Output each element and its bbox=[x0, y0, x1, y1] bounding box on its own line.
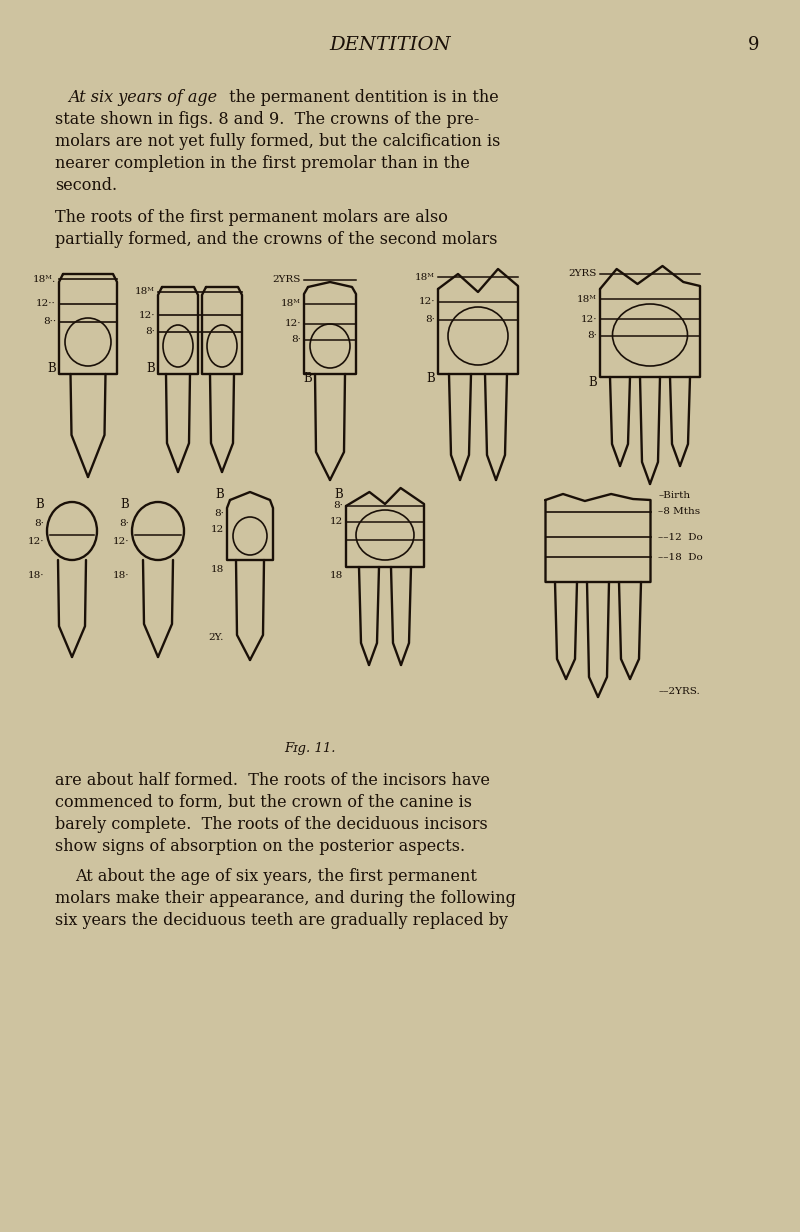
Text: B: B bbox=[215, 488, 224, 500]
Text: 18·: 18· bbox=[27, 570, 44, 579]
Text: 8·: 8· bbox=[119, 520, 129, 529]
Text: 8·: 8· bbox=[587, 331, 597, 340]
Text: –Birth: –Birth bbox=[658, 490, 690, 499]
Text: 18ᴹ.: 18ᴹ. bbox=[33, 275, 56, 283]
Text: –8 Mths: –8 Mths bbox=[658, 508, 701, 516]
Text: second.: second. bbox=[55, 177, 117, 193]
Text: 18ᴹ: 18ᴹ bbox=[281, 299, 301, 308]
Text: 8·: 8· bbox=[214, 510, 224, 519]
Text: 2Y.: 2Y. bbox=[209, 633, 224, 643]
Text: molars are not yet fully formed, but the calcification is: molars are not yet fully formed, but the… bbox=[55, 133, 500, 150]
Text: 8·: 8· bbox=[333, 501, 343, 510]
Text: 18·: 18· bbox=[113, 570, 129, 579]
Text: 18: 18 bbox=[210, 565, 224, 574]
Text: B: B bbox=[35, 499, 44, 511]
Text: barely complete.  The roots of the deciduous incisors: barely complete. The roots of the decidu… bbox=[55, 816, 488, 833]
Text: B: B bbox=[426, 372, 435, 386]
Text: 12·: 12· bbox=[113, 537, 129, 547]
Text: are about half formed.  The roots of the incisors have: are about half formed. The roots of the … bbox=[55, 772, 490, 788]
Text: B: B bbox=[303, 372, 312, 386]
Text: 2YRS: 2YRS bbox=[273, 276, 301, 285]
Text: show signs of absorption on the posterior aspects.: show signs of absorption on the posterio… bbox=[55, 838, 465, 855]
Text: 8·: 8· bbox=[425, 315, 435, 324]
Text: six years the deciduous teeth are gradually replaced by: six years the deciduous teeth are gradua… bbox=[55, 912, 508, 929]
Text: 18ᴹ: 18ᴹ bbox=[415, 272, 435, 281]
Text: B: B bbox=[47, 362, 56, 376]
Text: 18: 18 bbox=[330, 570, 343, 579]
Text: 18ᴹ: 18ᴹ bbox=[577, 294, 597, 303]
Text: Fɪg. 11.: Fɪg. 11. bbox=[284, 742, 336, 755]
Text: 12·: 12· bbox=[285, 319, 301, 329]
Text: 8·: 8· bbox=[145, 328, 155, 336]
Text: DENTITION: DENTITION bbox=[329, 36, 451, 54]
Text: ––2YRS.: ––2YRS. bbox=[658, 687, 700, 696]
Text: 2YRS: 2YRS bbox=[569, 270, 597, 278]
Text: state shown in figs. 8 and 9.  The crowns of the pre-: state shown in figs. 8 and 9. The crowns… bbox=[55, 111, 479, 128]
Text: At about the age of six years, the first permanent: At about the age of six years, the first… bbox=[75, 869, 477, 885]
Text: B: B bbox=[334, 489, 343, 501]
Text: partially formed, and the crowns of the second molars: partially formed, and the crowns of the … bbox=[55, 232, 498, 248]
Text: commenced to form, but the crown of the canine is: commenced to form, but the crown of the … bbox=[55, 793, 472, 811]
Text: The roots of the first permanent molars are also: The roots of the first permanent molars … bbox=[55, 209, 448, 225]
Text: B: B bbox=[146, 362, 155, 376]
Text: ––18  Do: ––18 Do bbox=[658, 552, 703, 562]
Text: 12·: 12· bbox=[418, 297, 435, 307]
Text: 12·: 12· bbox=[27, 537, 44, 547]
Text: 18ᴹ: 18ᴹ bbox=[135, 287, 155, 297]
Text: ––12  Do: ––12 Do bbox=[658, 532, 703, 542]
Text: B: B bbox=[120, 499, 129, 511]
Text: 12··: 12·· bbox=[36, 299, 56, 308]
Text: 12: 12 bbox=[210, 526, 224, 535]
Text: B: B bbox=[588, 376, 597, 388]
Text: 8··: 8·· bbox=[43, 318, 56, 326]
Text: 8·: 8· bbox=[291, 335, 301, 345]
Text: the permanent dentition is in the: the permanent dentition is in the bbox=[224, 89, 498, 106]
Text: 12·: 12· bbox=[138, 310, 155, 319]
Text: 12·: 12· bbox=[581, 314, 597, 324]
Text: At six years of age: At six years of age bbox=[68, 89, 217, 106]
Text: 9: 9 bbox=[748, 36, 759, 54]
Text: 8·: 8· bbox=[34, 520, 44, 529]
Text: nearer completion in the first premolar than in the: nearer completion in the first premolar … bbox=[55, 155, 470, 172]
Text: molars make their appearance, and during the following: molars make their appearance, and during… bbox=[55, 890, 516, 907]
Text: 12: 12 bbox=[330, 517, 343, 526]
